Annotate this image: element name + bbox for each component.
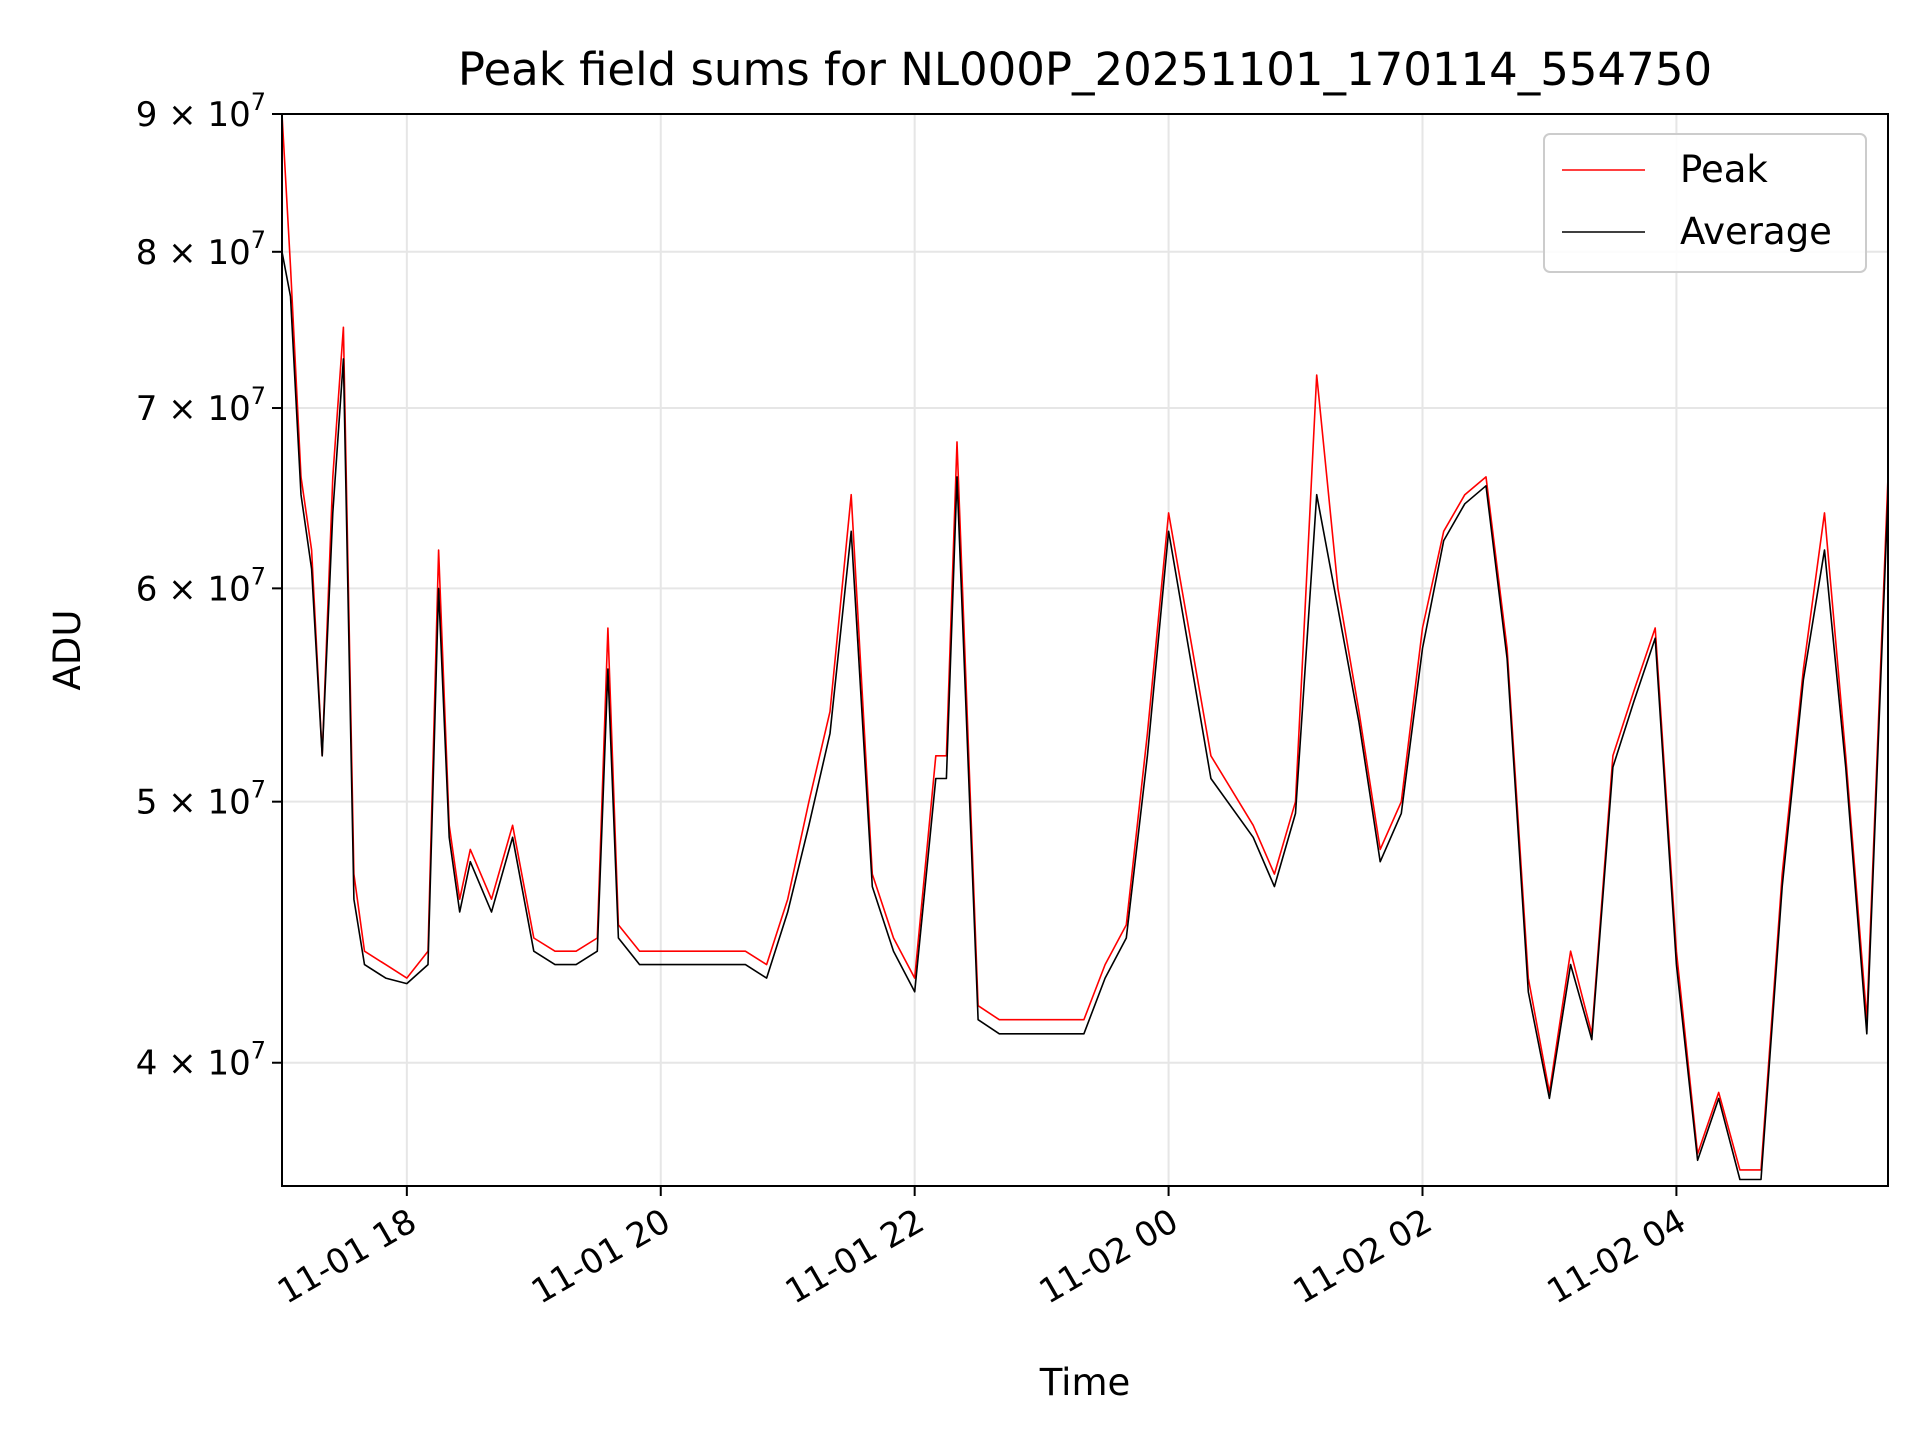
y-tick-label: 9 × 107: [136, 88, 266, 135]
y-tick-label: 8 × 107: [136, 226, 266, 273]
legend-peak-label: Peak: [1680, 148, 1768, 191]
y-tick-label: 6 × 107: [136, 562, 266, 609]
series-line-average: [282, 251, 1888, 1181]
plot-frame: [281, 113, 1889, 1187]
x-axis-label: Time: [1039, 1361, 1131, 1404]
legend-box: [1543, 133, 1867, 273]
legend-average-label: Average: [1680, 210, 1832, 253]
y-axis-label: ADU: [46, 610, 89, 691]
y-tick-label: 4 × 107: [136, 1037, 266, 1084]
series-layer: [282, 114, 1888, 1181]
chart-title: Peak field sums for NL000P_20251101_1701…: [458, 43, 1712, 96]
y-tick-label: 5 × 107: [136, 776, 266, 823]
y-axis: 4 × 107 5 × 107 6 × 107 7 × 107 8 × 107 9 × 1…: [136, 88, 282, 1084]
legend: Peak Average: [1543, 133, 1867, 273]
y-tick-label: 7 × 107: [136, 382, 266, 429]
